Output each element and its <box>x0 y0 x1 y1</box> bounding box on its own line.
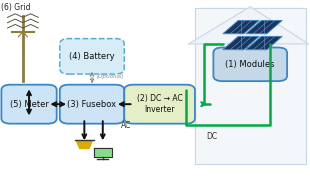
FancyBboxPatch shape <box>124 85 195 124</box>
Text: (2) DC → AC
Inverter: (2) DC → AC Inverter <box>137 94 183 114</box>
FancyBboxPatch shape <box>60 39 124 74</box>
Polygon shape <box>246 36 282 50</box>
Text: (3) Fusebox: (3) Fusebox <box>68 100 117 109</box>
Polygon shape <box>77 141 92 148</box>
FancyBboxPatch shape <box>60 85 124 124</box>
Text: DC: DC <box>206 132 217 141</box>
Text: (4) Battery: (4) Battery <box>69 52 115 61</box>
Polygon shape <box>223 36 259 50</box>
Polygon shape <box>195 8 306 165</box>
Polygon shape <box>223 21 259 34</box>
Text: (1) Modules: (1) Modules <box>225 60 275 69</box>
FancyBboxPatch shape <box>1 85 57 124</box>
FancyBboxPatch shape <box>213 48 287 81</box>
Text: (5) Meter: (5) Meter <box>10 100 48 109</box>
Polygon shape <box>189 7 309 44</box>
Polygon shape <box>246 21 282 34</box>
Text: AC: AC <box>121 121 131 130</box>
Text: (6) Grid: (6) Grid <box>1 3 31 12</box>
Text: (Optional): (Optional) <box>97 74 124 79</box>
Polygon shape <box>94 148 111 156</box>
